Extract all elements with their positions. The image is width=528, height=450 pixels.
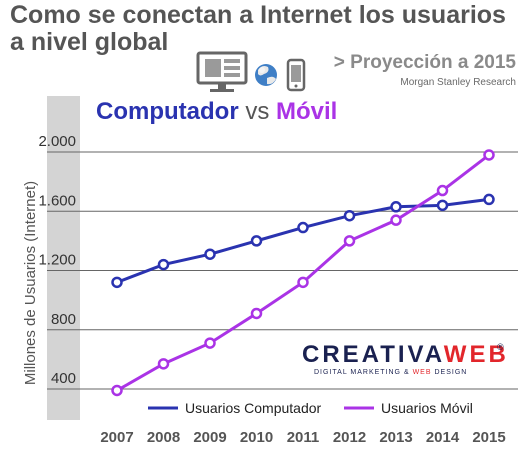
y-axis-band — [47, 96, 80, 420]
data-point — [204, 248, 216, 260]
data-point — [483, 149, 495, 161]
device-icons — [196, 50, 310, 94]
data-point — [343, 209, 356, 222]
x-tick-label: 2011 — [287, 429, 320, 446]
legend: Usuarios Computador Usuarios Móvil — [148, 400, 473, 416]
chart-title-computer: Computador — [96, 98, 239, 125]
logo-registered: ® — [497, 342, 504, 352]
data-point — [390, 201, 402, 213]
y-tick-label: 1.200 — [38, 252, 76, 269]
data-point — [297, 221, 309, 234]
y-tick-label: 400 — [51, 370, 76, 387]
data-point — [483, 193, 495, 206]
series-mobile — [111, 149, 495, 397]
logo-part1: CREATIVA — [302, 341, 444, 368]
y-tick-label: 2.000 — [38, 133, 76, 150]
y-axis-label: Millones de Usuarios (Internet) — [22, 181, 39, 385]
monitor-icon — [196, 51, 248, 92]
x-tick-label: 2014 — [426, 429, 460, 446]
data-point — [297, 276, 309, 289]
series-computer — [111, 193, 495, 289]
y-tick-label: 1.600 — [38, 192, 76, 209]
series-line — [116, 197, 490, 284]
y-tick-labels: 400 800 1.200 1.600 2.000 — [38, 133, 76, 387]
data-point — [111, 384, 123, 397]
data-point — [436, 199, 449, 212]
logo-wordmark: CREATIVAWEB — [302, 341, 509, 368]
globe-icon — [255, 64, 277, 86]
x-tick-label: 2013 — [379, 429, 412, 446]
x-tick-label: 2010 — [240, 429, 273, 446]
data-point — [250, 307, 263, 320]
page-title: Como se conectan a Internet los usuarios… — [10, 1, 506, 56]
smartphone-icon — [286, 58, 306, 92]
x-tick-label: 2015 — [472, 429, 505, 446]
chart-title-mobile: Móvil — [276, 98, 337, 125]
data-point — [204, 337, 216, 349]
source-label: Morgan Stanley Research — [400, 77, 516, 88]
data-point — [157, 358, 170, 370]
logo-part2: WEB — [444, 341, 509, 368]
data-point — [343, 235, 356, 247]
x-tick-label: 2009 — [193, 429, 226, 446]
x-tick-label: 2008 — [147, 429, 180, 446]
data-point — [250, 235, 263, 247]
grid — [47, 151, 518, 390]
data-point — [436, 184, 449, 197]
data-point — [390, 214, 402, 226]
legend-label: Usuarios Computador — [185, 400, 322, 416]
x-tick-label: 2007 — [100, 429, 133, 446]
legend-label: Usuarios Móvil — [381, 400, 473, 416]
creativaweb-logo: CREATIVAWEB ® DIGITAL MARKETING & WEB DE… — [302, 341, 509, 376]
projection-label: > Proyección a 2015 — [333, 52, 516, 73]
logo-tagline: DIGITAL MARKETING & WEB DESIGN — [314, 369, 467, 376]
y-tick-label: 800 — [51, 311, 76, 328]
x-tick-labels: 2007 2008 2009 2010 2011 2012 2013 2014 2015 — [100, 429, 505, 446]
x-tick-label: 2012 — [333, 429, 366, 446]
chart-title-vs: vs — [239, 98, 276, 125]
series-group — [111, 149, 495, 397]
chart-title: Computador vs Móvil — [96, 98, 337, 125]
data-point — [111, 276, 123, 289]
data-point — [157, 258, 170, 271]
